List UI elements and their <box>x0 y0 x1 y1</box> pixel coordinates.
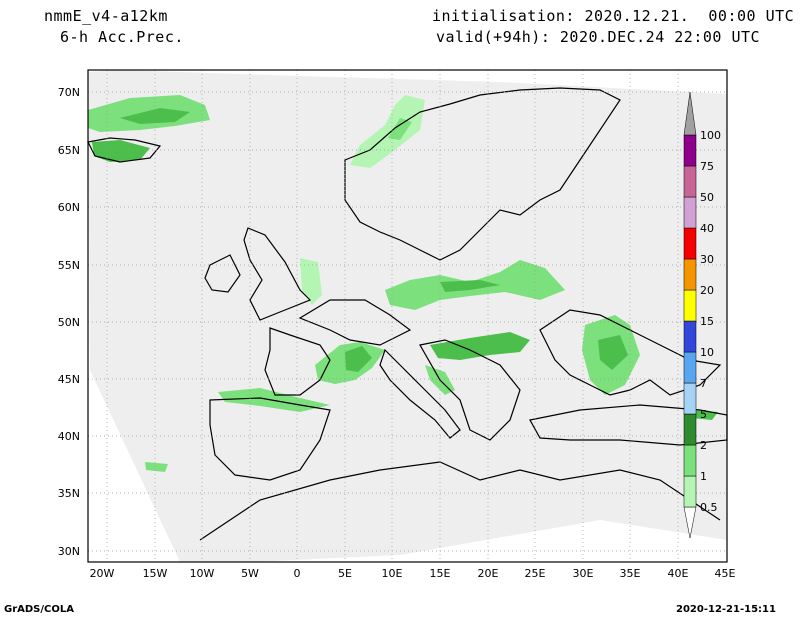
colorbar-swatch <box>683 351 697 384</box>
lat-label: 35N <box>58 487 80 500</box>
lat-label: 45N <box>58 373 80 386</box>
lon-label: 20E <box>478 567 499 580</box>
precip-iceland <box>92 140 150 162</box>
map-frame <box>87 69 728 563</box>
lat-label: 70N <box>58 86 80 99</box>
colorbar-label: 1 <box>700 470 707 483</box>
colorbar-label: 2 <box>700 439 707 452</box>
colorbar-swatch <box>683 475 697 508</box>
precip-ukraine-core <box>598 335 628 370</box>
lon-label: 5E <box>338 567 352 580</box>
precip-areas <box>88 95 718 472</box>
model-domain <box>88 70 727 562</box>
precip-germany-core <box>440 280 500 292</box>
lat-label: 50N <box>58 316 80 329</box>
colorbar-swatch <box>683 382 697 415</box>
lon-label: 45E <box>715 567 736 580</box>
colorbar-swatch <box>683 165 697 198</box>
init-time: initialisation: 2020.12.21. 00:00 UTC <box>432 7 795 25</box>
lon-label: 10W <box>190 567 215 580</box>
lat-label: 40N <box>58 430 80 443</box>
colorbar-swatch <box>683 134 697 167</box>
colorbar-label: 5 <box>700 408 707 421</box>
lat-labels: 70N 65N 60N 55N 50N 45N 40N 35N 30N <box>58 86 80 558</box>
precip-greenland-core <box>120 108 190 124</box>
footer-right: 2020-12-21-15:11 <box>676 604 776 615</box>
precip-norway-core <box>388 118 412 140</box>
lon-label: 5W <box>241 567 259 580</box>
lat-label: 60N <box>58 201 80 214</box>
precip-alps-core <box>345 346 372 372</box>
colorbar-swatch <box>683 289 697 322</box>
colorbar-label: 50 <box>700 191 714 204</box>
lon-label: 25E <box>525 567 546 580</box>
colorbar-swatch <box>683 227 697 260</box>
lon-label: 30E <box>573 567 594 580</box>
colorbar-swatch <box>683 258 697 291</box>
lon-label: 20W <box>90 567 115 580</box>
colorbar-label: 30 <box>700 253 714 266</box>
colorbar-label: 7 <box>700 377 707 390</box>
lon-labels: 20W 15W 10W 5W 0 5E 10E 15E 20E 25E 30E … <box>90 567 736 580</box>
precip-carpathians <box>430 332 530 360</box>
colorbar-label: 15 <box>700 315 714 328</box>
colorbar-label: 10 <box>700 346 714 359</box>
colorbar <box>683 91 697 539</box>
colorbar-label: 40 <box>700 222 714 235</box>
colorbar-swatch <box>683 196 697 229</box>
lat-label: 65N <box>58 144 80 157</box>
footer-left: GrADS/COLA <box>4 604 74 615</box>
lon-label: 15W <box>143 567 168 580</box>
colorbar-swatch <box>683 413 697 446</box>
gridlines <box>88 70 727 562</box>
field-name: 6-h Acc.Prec. <box>60 28 184 46</box>
model-name: nmmE_v4-a12km <box>44 7 168 25</box>
colorbar-swatch <box>683 320 697 353</box>
colorbar-swatch <box>683 444 697 477</box>
valid-time: valid(+94h): 2020.DEC.24 22:00 UTC <box>436 28 761 46</box>
colorbar-labels: 0.5 1 2 5 7 10 15 20 30 40 50 75 100 <box>700 129 721 514</box>
precip-uk <box>300 258 322 305</box>
lon-label: 10E <box>382 567 403 580</box>
precip-atlantic <box>145 462 168 472</box>
lon-label: 35E <box>620 567 641 580</box>
lat-label: 55N <box>58 259 80 272</box>
colorbar-label: 20 <box>700 284 714 297</box>
lon-label: 40E <box>668 567 689 580</box>
lat-label: 30N <box>58 545 80 558</box>
lon-label: 0 <box>294 567 301 580</box>
colorbar-label: 100 <box>700 129 721 142</box>
colorbar-label: 0.5 <box>700 501 718 514</box>
colorbar-label: 75 <box>700 160 714 173</box>
colorbar-high-arrow <box>683 91 697 136</box>
lon-label: 15E <box>430 567 451 580</box>
